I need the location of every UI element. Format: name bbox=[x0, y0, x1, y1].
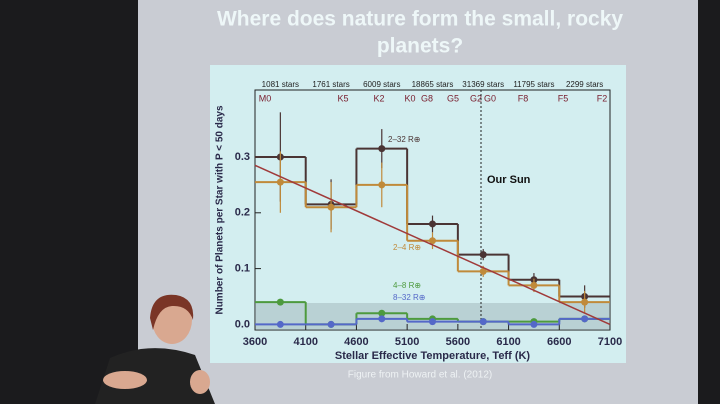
y-tick-label: 0.3 bbox=[235, 151, 250, 163]
point bbox=[581, 315, 589, 323]
spectral-type: G2 bbox=[470, 93, 482, 103]
caption: Figure from Howard et al. (2012) bbox=[348, 370, 493, 381]
star-count: 6009 stars bbox=[363, 80, 400, 89]
point bbox=[429, 318, 436, 326]
point bbox=[378, 309, 386, 317]
point bbox=[429, 220, 436, 228]
presenter-hair bbox=[150, 294, 194, 330]
x-tick-label: 5100 bbox=[395, 336, 419, 348]
x-tick-label: 6100 bbox=[496, 336, 520, 348]
point bbox=[327, 203, 335, 211]
x-tick-label: 5600 bbox=[446, 336, 470, 348]
y-tick-label: 0.0 bbox=[235, 318, 250, 330]
y-axis-label: Number of Planets per Star with P < 50 d… bbox=[215, 105, 226, 314]
star-count: 18865 stars bbox=[412, 80, 454, 89]
presenter-hand bbox=[190, 370, 210, 394]
series-label: 2–4 R⊕ bbox=[393, 243, 421, 252]
star-count: 1081 stars bbox=[262, 80, 299, 89]
point bbox=[479, 251, 487, 259]
presenter bbox=[95, 294, 215, 404]
spectral-type: K0 bbox=[404, 93, 415, 103]
presenter-hands bbox=[103, 371, 147, 389]
slide-title-line-2: planets? bbox=[377, 35, 463, 58]
point bbox=[378, 145, 386, 153]
series-label: 8–32 R⊕ bbox=[393, 293, 426, 302]
series-label: 4–8 R⊕ bbox=[393, 281, 421, 290]
star-count: 31369 stars bbox=[462, 80, 504, 89]
spectral-type: F8 bbox=[518, 93, 529, 103]
x-axis-label: Stellar Effective Temperature, Teff (K) bbox=[335, 350, 531, 362]
x-tick-label: 3600 bbox=[243, 336, 267, 348]
fit-line bbox=[254, 164, 611, 326]
presenter-body bbox=[95, 348, 215, 404]
x-tick-label: 6600 bbox=[547, 336, 571, 348]
x-tick-label: 4100 bbox=[293, 336, 317, 348]
point bbox=[276, 298, 284, 306]
series bbox=[255, 315, 610, 328]
spectral-type: K2 bbox=[373, 93, 384, 103]
y-tick-label: 0.1 bbox=[235, 263, 250, 275]
point bbox=[530, 320, 538, 328]
spectral-type: M0 bbox=[259, 93, 272, 103]
series-label: 2–32 R⊕ bbox=[388, 135, 421, 144]
point bbox=[276, 178, 284, 186]
spectral-type: G8 bbox=[421, 93, 433, 103]
point bbox=[429, 237, 436, 245]
figure-panel bbox=[210, 65, 626, 363]
point bbox=[479, 267, 487, 275]
star-count: 1761 stars bbox=[312, 80, 349, 89]
spectral-type: G0 bbox=[484, 93, 496, 103]
point bbox=[378, 315, 386, 323]
star-count: 2299 stars bbox=[566, 80, 603, 89]
sun-annotation: Our Sun bbox=[487, 174, 531, 186]
point bbox=[327, 320, 335, 328]
star-count: 11795 stars bbox=[513, 80, 554, 89]
x-tick-label: 4600 bbox=[344, 336, 368, 348]
point bbox=[479, 318, 487, 326]
plot-frame bbox=[254, 89, 611, 331]
spectral-type: F2 bbox=[597, 93, 608, 103]
point bbox=[530, 281, 538, 289]
point bbox=[581, 298, 589, 306]
spectral-type: K5 bbox=[337, 93, 348, 103]
y-tick-label: 0.2 bbox=[235, 207, 250, 219]
point bbox=[276, 320, 284, 328]
spectral-type: G5 bbox=[447, 93, 459, 103]
slide-title-line-1: Where does nature form the small, rocky bbox=[217, 8, 623, 31]
point bbox=[378, 181, 386, 189]
x-tick-label: 7100 bbox=[598, 336, 622, 348]
spectral-type: F5 bbox=[558, 93, 569, 103]
